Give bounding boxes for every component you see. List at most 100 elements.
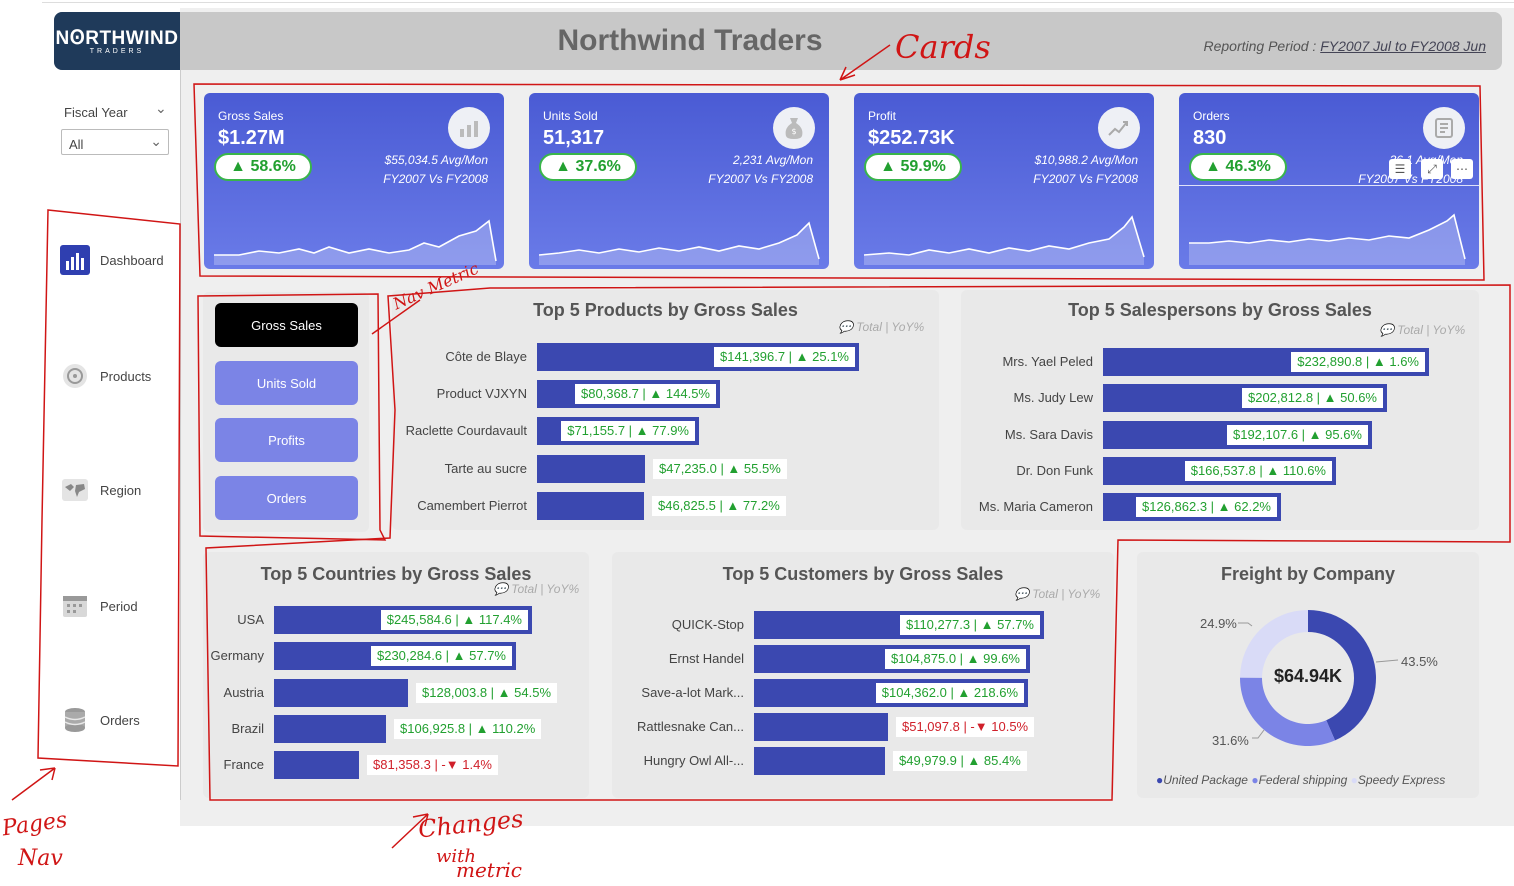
- donut-legend: ●United Package ●Federal shipping ●Speed…: [1156, 773, 1445, 787]
- legend-dot: ●: [1350, 773, 1358, 787]
- card-avg-text: $10,988.2 Avg/Mon: [1034, 153, 1138, 167]
- annotation-pages-box: [37, 209, 181, 767]
- bar[interactable]: [274, 679, 408, 707]
- expand-icon[interactable]: ⤢: [1421, 159, 1443, 179]
- nav-region[interactable]: Region: [58, 470, 178, 510]
- card-compare-text: FY2007 Vs FY2008: [383, 172, 488, 186]
- annotation-metric-box: [197, 293, 387, 541]
- bar-value-label: $192,107.6 | ▲ 95.6%: [1226, 425, 1368, 445]
- bar[interactable]: [754, 713, 888, 741]
- legend-label: United Package: [1163, 773, 1248, 787]
- card-label: Gross Sales: [218, 109, 284, 123]
- metric-button-orders[interactable]: Orders: [215, 476, 358, 520]
- nav-label: Region: [100, 482, 142, 498]
- bar-value-label: $81,358.3 | -▼ 1.4%: [367, 755, 498, 775]
- panel-freight: Freight by Company: [1137, 552, 1479, 798]
- kpi-card-gross-sales[interactable]: Gross Sales $1.27M ▲ 58.6% $55,034.5 Avg…: [204, 93, 504, 269]
- card-value: $252.73K: [868, 127, 955, 149]
- products-icon: [58, 359, 92, 393]
- annotation-text-cards: Cards: [895, 28, 991, 66]
- chart-title: Top 5 Products by Gross Sales: [533, 300, 798, 320]
- bar-value-label: $202,812.8 | ▲ 50.6%: [1241, 388, 1383, 408]
- logo-main-text: NꙨRTHWIND: [55, 28, 179, 49]
- fiscal-year-select[interactable]: All ⌄: [61, 129, 169, 155]
- bar-label: France: [223, 757, 264, 772]
- chart-title: Freight by Company: [1220, 564, 1395, 584]
- donut-slice[interactable]: [1240, 610, 1308, 678]
- card-average: 2,231 Avg/Mon FY2007 Vs FY2008: [708, 151, 813, 189]
- slice-label-united: 43.5%: [1401, 654, 1438, 669]
- bar-label: Côte de Blaye: [445, 349, 527, 364]
- card-change-badge: ▲ 59.9%: [864, 153, 962, 181]
- card-change-badge: ▲ 46.3%: [1189, 153, 1287, 181]
- nav-dashboard[interactable]: Dashboard: [58, 240, 178, 280]
- nav-period[interactable]: Period: [58, 586, 178, 626]
- card-value: 830: [1193, 127, 1227, 149]
- donut-center-value: $64.94K: [1273, 666, 1343, 686]
- bar-value-label: $166,537.8 | ▲ 110.6%: [1184, 461, 1332, 481]
- bar-value-label: $245,584.6 | ▲ 117.4%: [380, 610, 528, 630]
- bar-label: Save-a-lot Mark...: [641, 685, 744, 700]
- chart-legend: 💬 Total | YoY%: [838, 320, 925, 334]
- bar[interactable]: [274, 751, 359, 779]
- kpi-card-profit[interactable]: Profit $252.73K ▲ 59.9% $10,988.2 Avg/Mo…: [854, 93, 1154, 269]
- card-value: $1.27M: [218, 127, 285, 149]
- legend-text: Total | YoY%: [1032, 587, 1101, 601]
- bar-label: QUICK-Stop: [671, 617, 744, 632]
- kpi-card-units-sold[interactable]: Units Sold 51,317 ▲ 37.6% 2,231 Avg/Mon F…: [529, 93, 829, 269]
- bar-value-label: $47,235.0 | ▲ 55.5%: [653, 459, 787, 479]
- logo: NꙨRTHWIND TRADERS: [54, 12, 180, 70]
- annotation-changes-box: [205, 284, 1511, 801]
- nav-products[interactable]: Products: [58, 356, 178, 396]
- chart-legend: 💬 Total | YoY%: [1379, 323, 1466, 337]
- annotation-arrow-pages: [11, 767, 56, 801]
- metric-button-units-sold[interactable]: Units Sold: [215, 361, 358, 405]
- annotation-arrow-changes: [391, 813, 429, 849]
- card-value: 51,317: [543, 127, 605, 149]
- period-label: Reporting Period :: [1203, 38, 1317, 54]
- nav-orders[interactable]: Orders: [58, 700, 178, 740]
- bar-value-label: $80,368.7 | ▲ 144.5%: [574, 384, 716, 404]
- bar[interactable]: [537, 455, 645, 483]
- metric-button-gross-sales[interactable]: Gross Sales: [215, 303, 358, 347]
- svg-text:$: $: [791, 127, 796, 136]
- donut-slice[interactable]: [1308, 610, 1376, 741]
- bar-label: Tarte au sucre: [444, 461, 527, 476]
- logo-sub-text: TRADERS: [89, 48, 145, 55]
- bar-value-label: $230,284.6 | ▲ 57.7%: [370, 646, 512, 666]
- bar-label: Camembert Pierrot: [417, 498, 527, 513]
- chart-legend: 💬 Total | YoY%: [493, 582, 580, 596]
- annotation-line-nav: [371, 299, 421, 335]
- sparkline-chart: [864, 215, 1145, 265]
- bar-value-label: $128,003.8 | ▲ 54.5%: [416, 683, 558, 703]
- donut-slice[interactable]: [1240, 677, 1336, 746]
- bar-label: Raclette Courdavault: [405, 423, 527, 438]
- growth-chart-icon: [1098, 107, 1140, 149]
- more-options-icon[interactable]: ⋯: [1451, 159, 1473, 179]
- sidebar: [54, 70, 181, 800]
- metric-button-profits[interactable]: Profits: [215, 418, 358, 462]
- panel-top-products: Top 5 Products by Gross Sales 💬 Total | …: [392, 290, 939, 530]
- bar[interactable]: [274, 715, 386, 743]
- period-value[interactable]: FY2007 Jul to FY2008 Jun: [1320, 38, 1486, 54]
- fiscal-year-label: Fiscal Year: [64, 105, 128, 120]
- bar-value-label: $232,890.8 | ▲ 1.6%: [1291, 352, 1425, 372]
- sparkline-chart: [214, 219, 497, 265]
- annotation-cards-box: [193, 83, 1485, 281]
- nav-label: Products: [100, 368, 152, 384]
- card-change-badge: ▲ 58.6%: [214, 153, 312, 181]
- filter-icon[interactable]: ☰: [1389, 159, 1411, 179]
- chevron-down-icon[interactable]: ⌄: [155, 100, 167, 116]
- annotation-text-metric: metric: [456, 858, 522, 882]
- card-average: $10,988.2 Avg/Mon FY2007 Vs FY2008: [1033, 151, 1138, 189]
- legend-text: Total | YoY%: [1397, 323, 1466, 337]
- bar[interactable]: [537, 492, 644, 520]
- chevron-down-icon: ⌄: [150, 133, 162, 149]
- bar-value-label: $141,396.7 | ▲ 25.1%: [713, 347, 855, 367]
- nav-label: Orders: [100, 712, 140, 728]
- bar[interactable]: [754, 747, 885, 775]
- bar-label: Product VJXYN: [436, 386, 527, 401]
- legend-text: Total | YoY%: [856, 320, 925, 334]
